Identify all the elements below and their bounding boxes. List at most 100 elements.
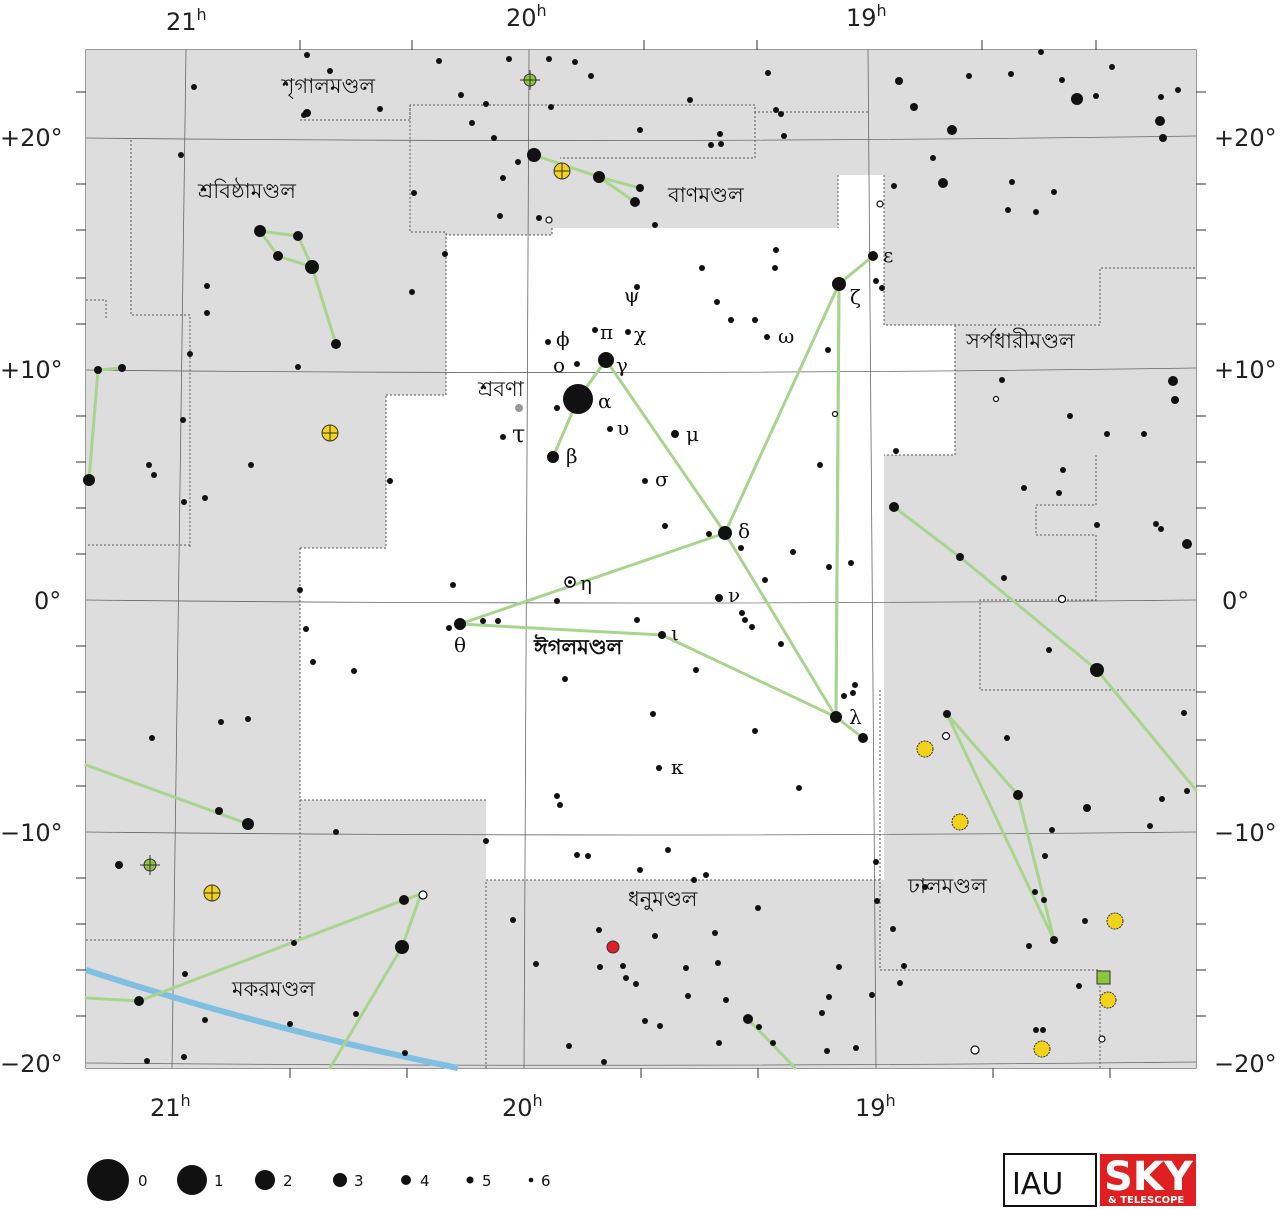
star <box>1009 179 1015 185</box>
greek-tau: τ <box>512 420 525 448</box>
star <box>665 847 671 853</box>
star <box>545 339 551 345</box>
greek-chi: χ <box>634 322 646 346</box>
star <box>533 961 539 967</box>
star <box>547 451 559 463</box>
star <box>773 247 779 253</box>
star <box>762 577 768 583</box>
star <box>1038 49 1044 55</box>
star <box>1076 983 1082 989</box>
star <box>1008 71 1014 77</box>
star <box>1159 134 1167 142</box>
star <box>497 213 503 219</box>
star <box>868 251 878 261</box>
star <box>297 587 303 593</box>
star <box>480 618 486 624</box>
star <box>181 499 187 505</box>
star <box>1060 467 1066 473</box>
star <box>118 364 126 372</box>
star <box>796 785 802 791</box>
star <box>743 1014 753 1024</box>
dec-line-zero <box>85 599 1197 604</box>
frame-ticks <box>76 40 1206 1078</box>
star <box>178 152 184 158</box>
star <box>897 980 903 986</box>
star <box>495 618 501 624</box>
star <box>922 884 928 890</box>
star <box>554 598 560 604</box>
iau-logo: IAU <box>1003 1153 1097 1207</box>
star <box>715 594 723 602</box>
open-star <box>992 395 1000 403</box>
label-altair: শ্রবণা <box>477 377 525 401</box>
star <box>832 277 846 291</box>
star <box>1005 207 1011 213</box>
star <box>295 364 301 370</box>
greek-theta: θ <box>454 633 466 657</box>
star <box>1094 522 1100 528</box>
star <box>637 127 643 133</box>
greek-delta: δ <box>738 519 750 543</box>
star <box>1021 485 1027 491</box>
star <box>634 617 640 623</box>
star <box>218 719 224 725</box>
star <box>242 818 254 830</box>
star <box>331 339 341 349</box>
star <box>1049 827 1055 833</box>
star <box>703 872 709 878</box>
star <box>642 478 648 484</box>
star <box>966 73 972 79</box>
star <box>377 106 383 112</box>
legend-mag-5 <box>466 1176 474 1184</box>
label-scutum: ঢালমণ্ডল <box>907 874 987 898</box>
open-star <box>418 890 428 900</box>
star <box>500 175 506 181</box>
star <box>515 159 521 165</box>
star <box>841 693 847 699</box>
star <box>327 68 333 74</box>
star <box>436 58 442 64</box>
star <box>656 765 662 771</box>
greek-zeta: ζ <box>850 285 861 309</box>
dec-label-plus20-right: +20° <box>1214 124 1277 152</box>
star <box>527 148 541 162</box>
greek-upsilon: υ <box>617 416 629 440</box>
star <box>1182 539 1192 549</box>
legend-mag-4-label: 4 <box>420 1172 430 1190</box>
star <box>1104 431 1110 437</box>
legend-mag-3 <box>333 1173 347 1187</box>
star <box>1184 788 1190 794</box>
star <box>83 474 95 486</box>
star <box>790 549 796 555</box>
star <box>1109 64 1115 70</box>
greek-pi: π <box>600 320 613 344</box>
star <box>1083 804 1091 812</box>
greek-phi: ϕ <box>556 327 570 351</box>
star <box>566 1043 572 1049</box>
star <box>146 462 152 468</box>
star <box>187 351 193 357</box>
star <box>483 101 489 107</box>
star <box>1159 796 1165 802</box>
greek-sigma: σ <box>655 467 669 491</box>
star <box>634 284 640 290</box>
star <box>204 310 210 316</box>
ra-labels-top: 21h 20h 19h <box>166 1 887 36</box>
star <box>742 617 748 623</box>
planetary-nebula-marker <box>606 940 620 954</box>
star <box>180 417 186 423</box>
star <box>562 676 568 682</box>
greek-iota: ι <box>671 621 679 645</box>
star <box>836 964 842 970</box>
star <box>685 993 691 999</box>
star <box>999 377 1005 383</box>
constellation-boundaries <box>86 104 1196 1068</box>
dec-label-minus20-left: −20° <box>0 1050 63 1078</box>
ra-label-21h-top: 21h <box>166 5 207 36</box>
region-sagittarius <box>486 878 880 1068</box>
greek-gamma: γ <box>616 353 628 377</box>
star <box>607 426 613 432</box>
star <box>151 472 157 478</box>
star <box>1141 431 1147 437</box>
